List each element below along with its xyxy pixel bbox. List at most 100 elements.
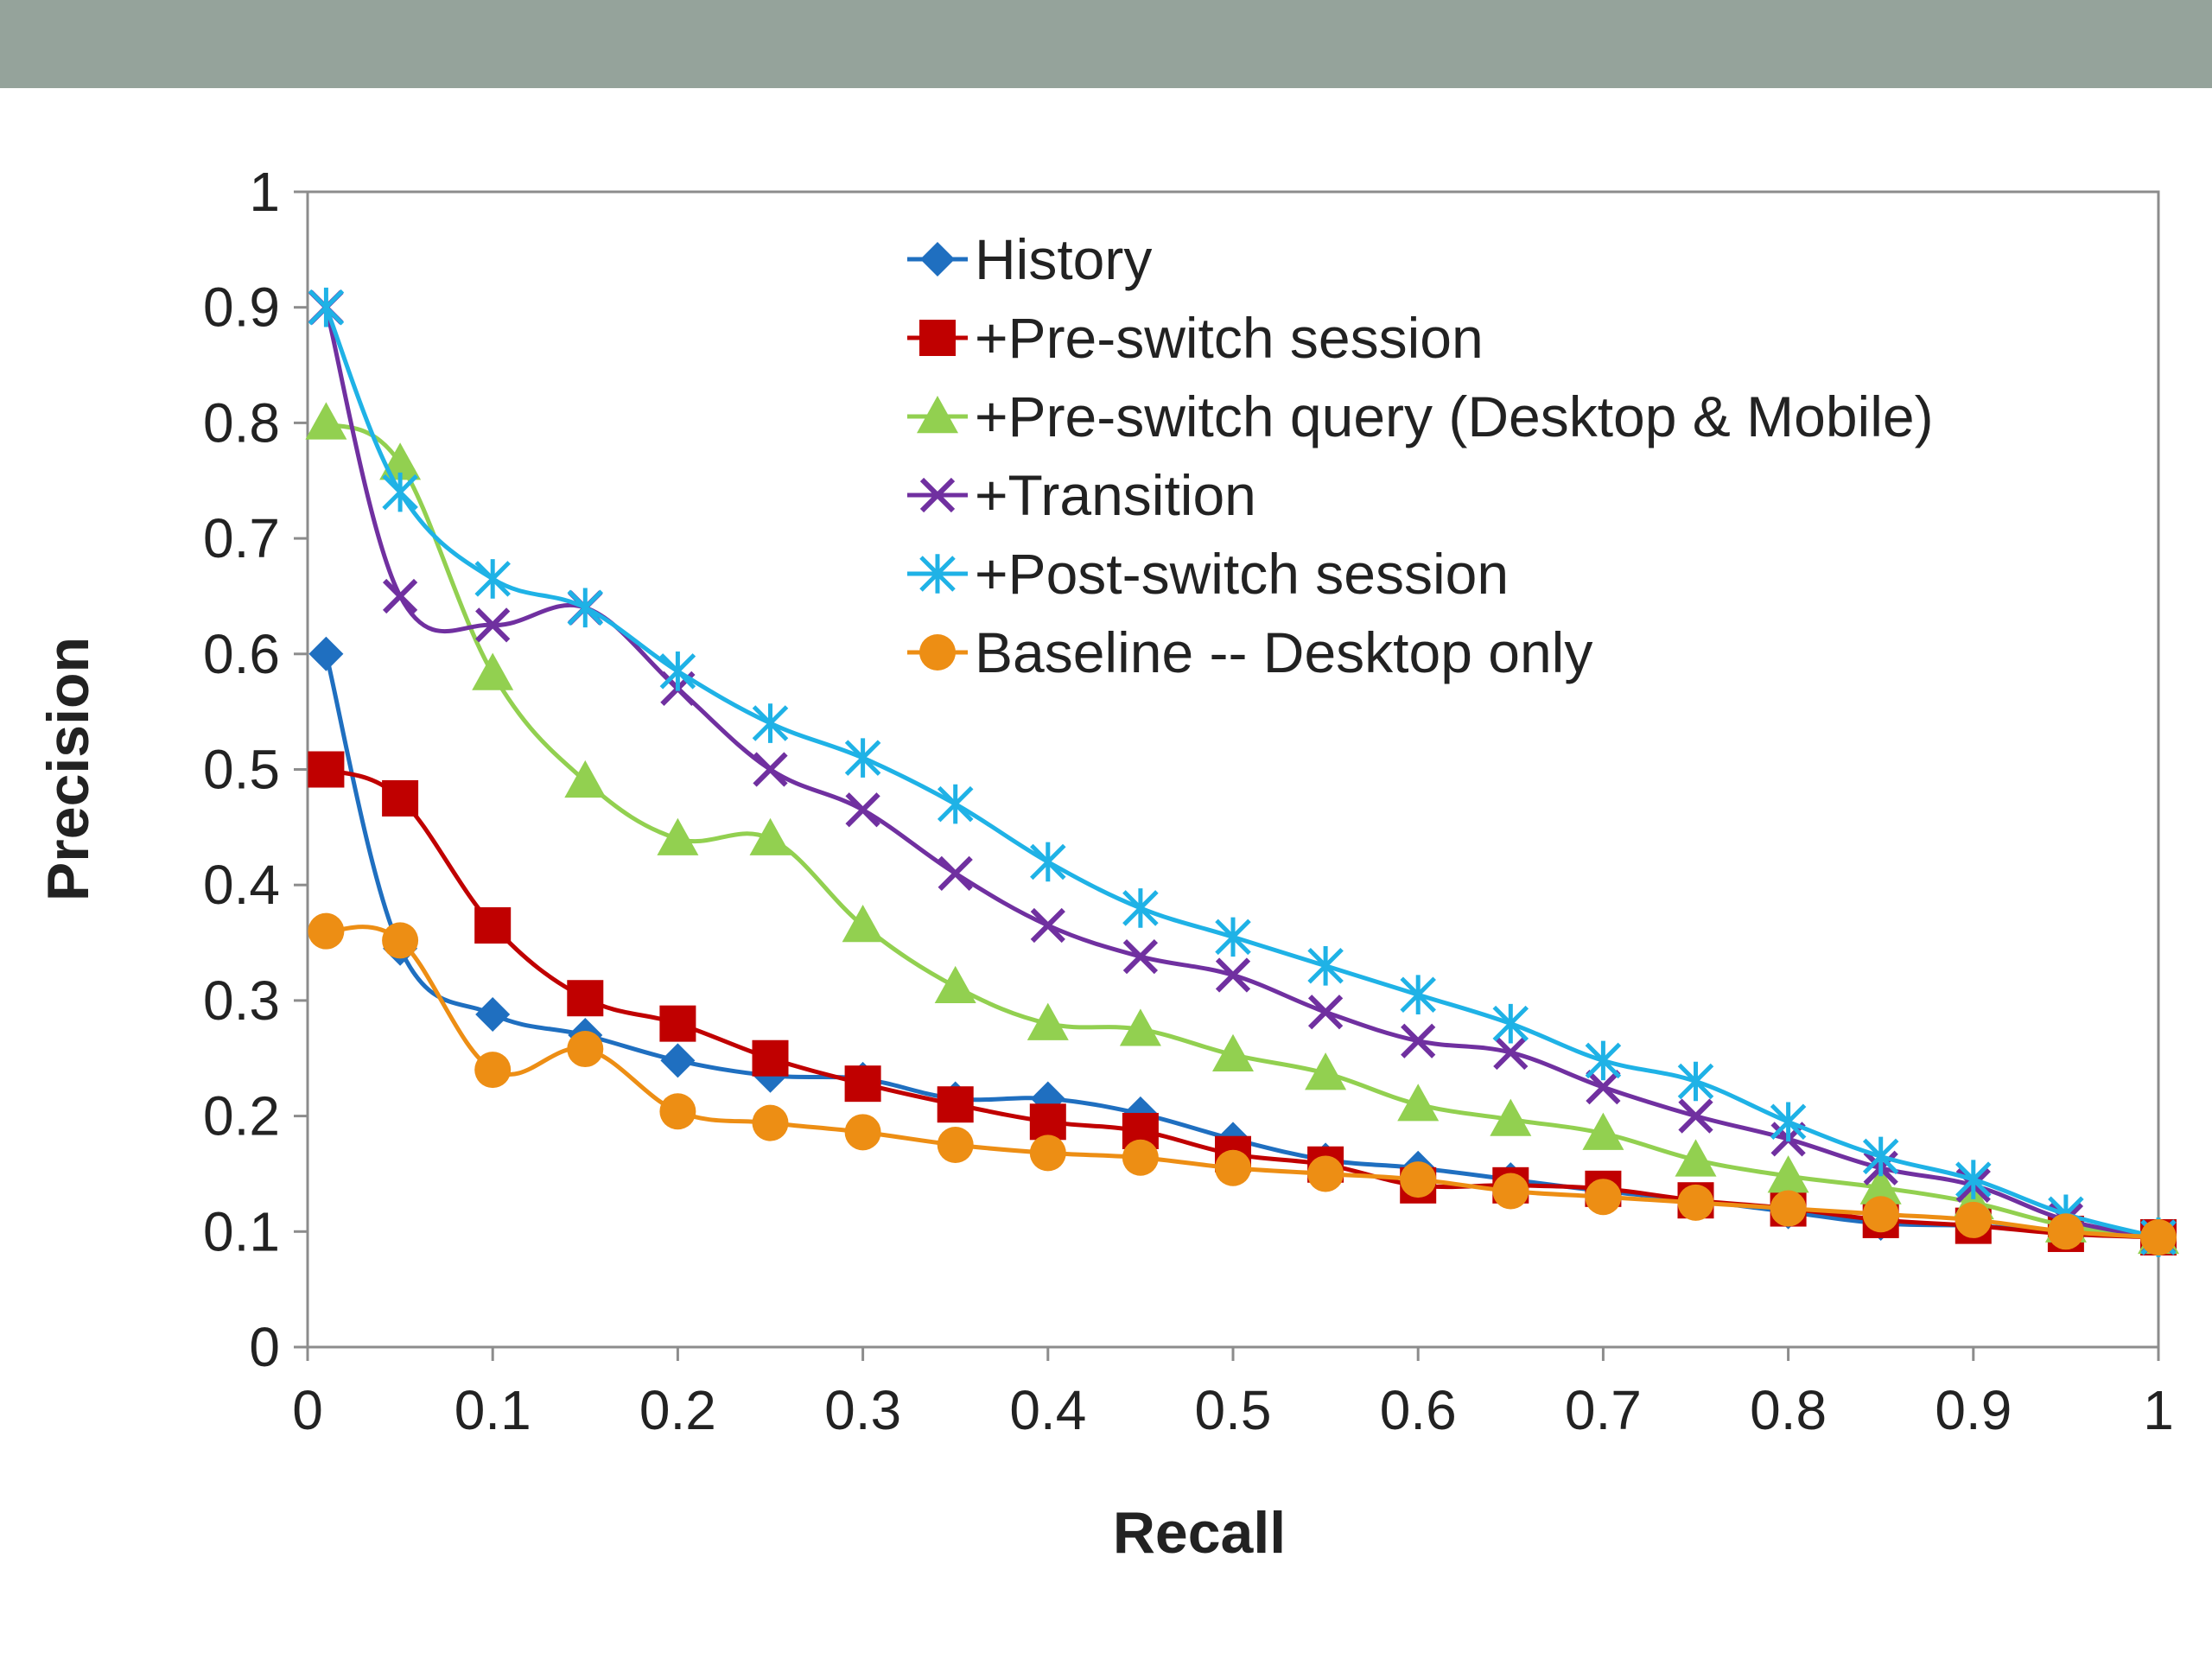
x-tick-label: 1: [2143, 1379, 2174, 1441]
top-banner: [0, 0, 2212, 88]
data-point: [1492, 1003, 1529, 1044]
data-point: [657, 817, 699, 855]
data-point-stroke: [1401, 1023, 1436, 1058]
data-point: [1401, 1023, 1436, 1058]
legend-item: Baseline -- Desktop only: [907, 620, 1592, 684]
legend-label: +Pre-switch query (Desktop & Mobile): [975, 385, 1934, 448]
data-point: [842, 904, 884, 943]
legend-label: History: [975, 227, 1152, 291]
data-point: [1397, 1084, 1440, 1122]
legend-marker: [919, 634, 956, 671]
data-point-stroke: [1678, 1098, 1713, 1134]
y-axis-title: Precision: [35, 637, 101, 901]
y-tick-label: 1: [249, 161, 280, 223]
data-point: [475, 607, 511, 643]
legend-label: +Transition: [975, 463, 1256, 527]
data-point: [567, 1031, 604, 1068]
data-point: [1030, 907, 1065, 944]
data-point: [844, 738, 881, 778]
data-point-stroke: [1307, 995, 1344, 1030]
legend-marker: [920, 242, 955, 276]
legend-marker: [917, 396, 958, 434]
data-point: [1490, 1098, 1532, 1136]
data-point: [1305, 1052, 1347, 1090]
data-point: [660, 1043, 696, 1078]
data-point: [1862, 1196, 1899, 1233]
data-point: [382, 779, 419, 817]
data-point: [1677, 1061, 1714, 1102]
data-point: [937, 784, 974, 824]
legend-marker-stroke: [919, 477, 956, 513]
data-point-stroke: [475, 607, 511, 643]
y-tick-label: 0.7: [203, 507, 280, 569]
data-point: [474, 1052, 512, 1089]
data-point: [564, 760, 607, 798]
data-point: [844, 1065, 881, 1103]
data-point: [1030, 842, 1066, 882]
y-tick-label: 0.8: [203, 391, 280, 454]
y-tick-label: 0.4: [203, 854, 280, 916]
data-point: [1215, 957, 1251, 993]
data-point: [937, 1127, 974, 1164]
y-tick-label: 0.6: [203, 623, 280, 685]
data-point: [474, 559, 511, 599]
y-tick-label: 0: [249, 1316, 280, 1378]
data-point: [1122, 938, 1159, 975]
data-point: [844, 1114, 881, 1151]
data-point: [1585, 1040, 1622, 1081]
y-tick-label: 0.1: [203, 1200, 280, 1262]
data-point: [1122, 1139, 1159, 1176]
data-point: [382, 472, 418, 512]
data-point-stroke: [1586, 1070, 1621, 1105]
data-point: [1400, 975, 1436, 1015]
data-point-stroke: [1215, 957, 1251, 993]
series-3: [305, 402, 2179, 1255]
data-point: [472, 652, 514, 690]
data-point: [659, 1005, 696, 1042]
legend-marker: [919, 477, 956, 513]
x-tick-label: 0.8: [1750, 1379, 1827, 1441]
x-tick-label: 0.5: [1195, 1379, 1272, 1441]
data-point: [1029, 1135, 1066, 1172]
data-point: [1307, 995, 1344, 1030]
data-point: [752, 703, 789, 743]
x-tick-label: 0.4: [1009, 1379, 1086, 1441]
series-6: [308, 912, 2177, 1255]
data-point: [308, 912, 345, 950]
data-point: [475, 996, 511, 1032]
data-point: [1585, 1179, 1622, 1216]
data-point-stroke: [845, 792, 880, 828]
data-point: [2047, 1213, 2084, 1250]
data-point: [1862, 1136, 1899, 1177]
data-point: [752, 1039, 789, 1077]
y-axis: 0 0.1 0.2 0.3 0.4 0.5 0.6 0.7 0.8 0.9 1: [203, 161, 309, 1378]
data-point: [1122, 888, 1159, 928]
data-point: [474, 906, 512, 944]
data-point-stroke: [1030, 907, 1065, 944]
data-point: [382, 922, 419, 959]
data-point-stroke: [753, 752, 788, 787]
data-point: [1307, 1155, 1344, 1192]
y-tick-label: 0.9: [203, 276, 280, 339]
data-point: [1678, 1098, 1713, 1134]
data-point: [1493, 1034, 1529, 1071]
data-point: [567, 588, 604, 628]
data-point-stroke: [382, 578, 418, 614]
legend-label: +Pre-switch session: [975, 306, 1484, 370]
x-tick-label: 0: [292, 1379, 323, 1441]
data-point: [1955, 1201, 1992, 1238]
x-tick-label: 0.6: [1380, 1379, 1457, 1441]
x-tick-label: 0.7: [1565, 1379, 1642, 1441]
data-point: [1586, 1070, 1621, 1105]
legend-item: +Transition: [907, 463, 1256, 527]
data-point-stroke: [1493, 1034, 1529, 1071]
data-point: [1859, 1166, 1902, 1205]
legend-marker: [919, 320, 956, 356]
data-point: [308, 751, 345, 788]
data-point: [1770, 1190, 1807, 1227]
data-point: [749, 817, 791, 855]
data-point: [845, 792, 880, 828]
x-tick-label: 0.2: [639, 1379, 716, 1441]
data-point: [567, 980, 604, 1017]
